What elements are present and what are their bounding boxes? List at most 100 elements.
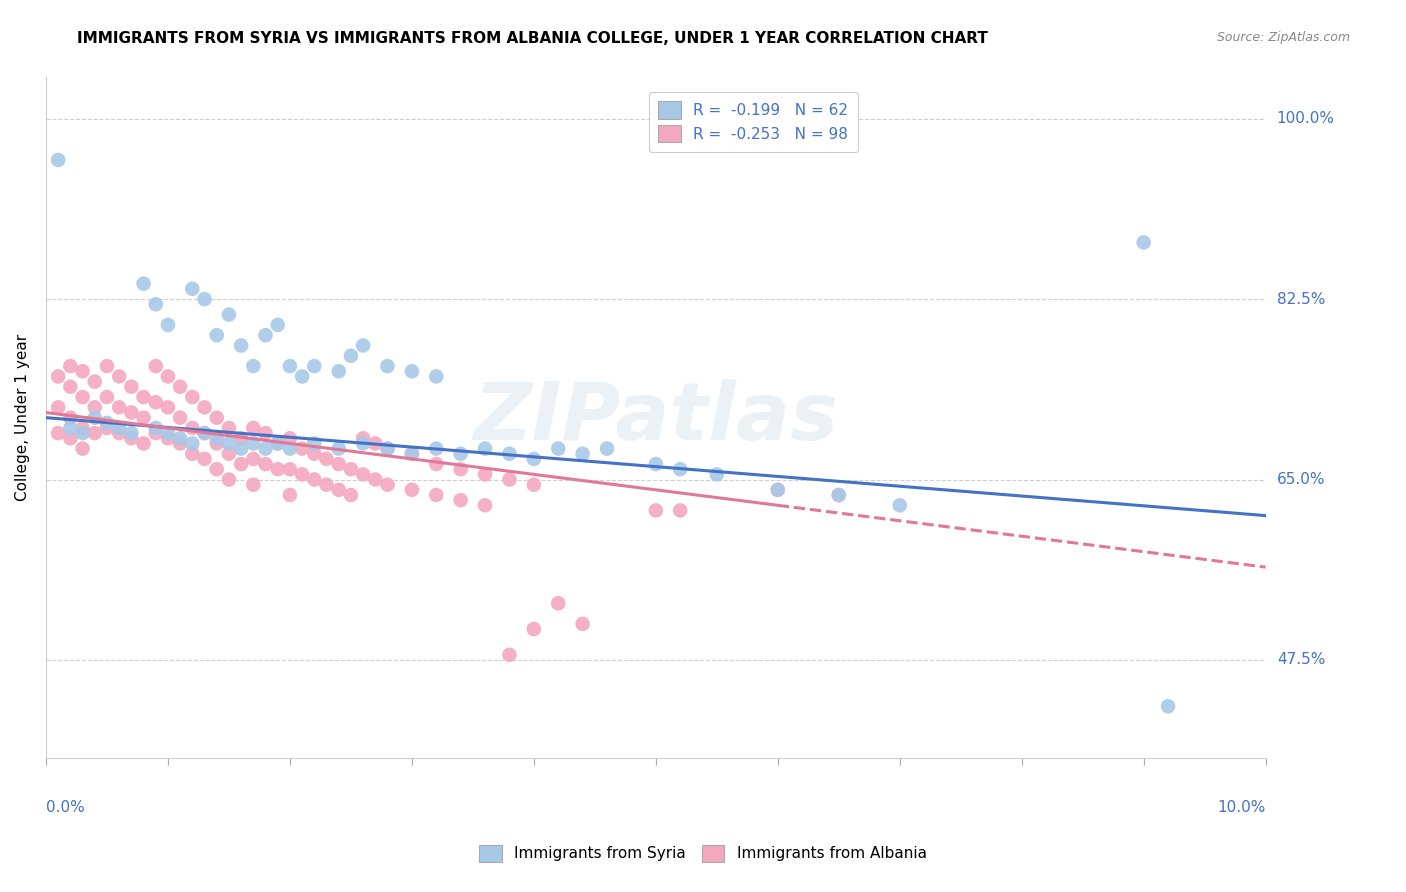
Point [340, 488, 363, 502]
Point [254, 457, 277, 471]
Point [889, 498, 911, 512]
Point [828, 488, 851, 502]
Point [291, 467, 314, 482]
Point [193, 401, 215, 415]
Point [46, 401, 69, 415]
Point [352, 338, 374, 352]
Text: 0.0%: 0.0% [46, 799, 84, 814]
Point [644, 503, 666, 517]
Point [96, 359, 118, 373]
Point [315, 477, 337, 491]
Point [377, 359, 399, 373]
Point [291, 369, 314, 384]
Point [278, 442, 301, 456]
Point [205, 328, 228, 343]
Point [291, 442, 314, 456]
Point [474, 498, 496, 512]
Point [523, 622, 546, 636]
Point [267, 436, 290, 450]
Point [267, 462, 290, 476]
Text: IMMIGRANTS FROM SYRIA VS IMMIGRANTS FROM ALBANIA COLLEGE, UNDER 1 YEAR CORRELATI: IMMIGRANTS FROM SYRIA VS IMMIGRANTS FROM… [77, 31, 988, 46]
Point [254, 426, 277, 441]
Point [766, 483, 789, 497]
Point [145, 395, 167, 409]
Point [498, 473, 520, 487]
Point [229, 338, 252, 352]
Point [145, 421, 167, 435]
Point [304, 447, 326, 461]
Point [108, 369, 131, 384]
Point [72, 364, 94, 378]
Point [205, 431, 228, 445]
Text: 47.5%: 47.5% [1277, 652, 1324, 667]
Point [108, 426, 131, 441]
Point [59, 431, 82, 445]
Point [72, 442, 94, 456]
Point [401, 447, 423, 461]
Point [278, 462, 301, 476]
Point [425, 442, 447, 456]
Point [229, 431, 252, 445]
Point [205, 410, 228, 425]
Point [145, 359, 167, 373]
Point [498, 648, 520, 662]
Point [278, 359, 301, 373]
Text: 65.0%: 65.0% [1277, 472, 1326, 487]
Point [46, 369, 69, 384]
Point [46, 426, 69, 441]
Point [218, 421, 240, 435]
Point [669, 503, 692, 517]
Point [193, 426, 215, 441]
Point [340, 349, 363, 363]
Point [193, 292, 215, 306]
Point [59, 359, 82, 373]
Point [278, 488, 301, 502]
Point [120, 431, 142, 445]
Point [352, 431, 374, 445]
Point [474, 442, 496, 456]
Text: 10.0%: 10.0% [1218, 799, 1265, 814]
Legend: R =  -0.199   N = 62, R =  -0.253   N = 98: R = -0.199 N = 62, R = -0.253 N = 98 [650, 92, 858, 152]
Point [352, 467, 374, 482]
Text: ZIPatlas: ZIPatlas [474, 379, 838, 457]
Point [156, 369, 179, 384]
Point [1157, 699, 1180, 714]
Point [242, 477, 264, 491]
Text: Source: ZipAtlas.com: Source: ZipAtlas.com [1216, 31, 1350, 45]
Point [340, 462, 363, 476]
Point [156, 431, 179, 445]
Point [1132, 235, 1154, 250]
Point [523, 477, 546, 491]
Point [181, 282, 204, 296]
Point [377, 442, 399, 456]
Point [328, 483, 350, 497]
Point [304, 473, 326, 487]
Point [83, 375, 105, 389]
Point [96, 421, 118, 435]
Point [401, 364, 423, 378]
Point [132, 277, 155, 291]
Point [377, 477, 399, 491]
Point [547, 442, 569, 456]
Point [364, 436, 387, 450]
Point [242, 451, 264, 466]
Point [706, 467, 728, 482]
Point [59, 410, 82, 425]
Point [242, 421, 264, 435]
Point [352, 436, 374, 450]
Point [450, 462, 472, 476]
Point [229, 442, 252, 456]
Point [72, 421, 94, 435]
Point [181, 390, 204, 404]
Point [571, 616, 593, 631]
Point [498, 447, 520, 461]
Point [193, 426, 215, 441]
Point [425, 457, 447, 471]
Point [254, 442, 277, 456]
Point [96, 416, 118, 430]
Point [364, 473, 387, 487]
Point [108, 421, 131, 435]
Point [193, 451, 215, 466]
Point [83, 410, 105, 425]
Point [132, 410, 155, 425]
